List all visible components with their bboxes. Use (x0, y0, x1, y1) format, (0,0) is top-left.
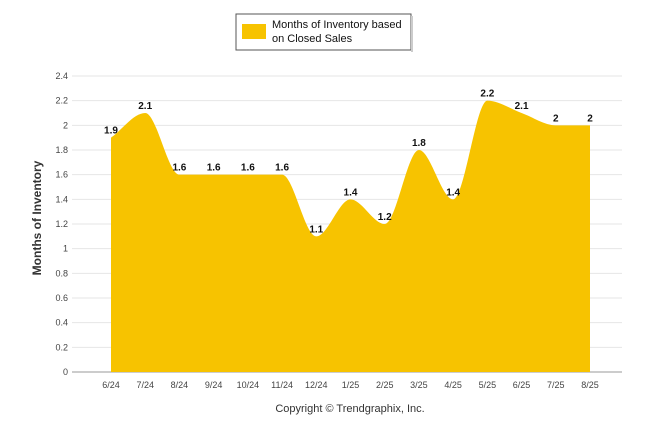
x-tick-label: 8/25 (581, 380, 599, 390)
y-tick-label: 0.2 (55, 342, 68, 352)
area-series (111, 100, 590, 372)
data-label: 1.1 (309, 224, 323, 235)
y-axis-label: Months of Inventory (30, 160, 44, 275)
data-label: 2 (587, 113, 593, 124)
y-tick-label: 2.4 (55, 71, 68, 81)
data-label: 1.4 (344, 187, 358, 198)
data-labels: 1.9 2.1 1.6 1.6 1.6 1.6 1.1 1.4 1.2 1.8 1.4 2.2 2.1 2… (104, 89, 593, 236)
y-tick-label: 0.6 (55, 293, 68, 303)
x-tick-label: 11/24 (271, 380, 293, 390)
x-tick-label: 6/24 (102, 380, 120, 390)
data-label: 1.6 (241, 163, 255, 174)
y-tick-label: 2 (63, 120, 68, 130)
data-label: 2 (553, 113, 559, 124)
y-axis-ticks: 0 0.2 0.4 0.6 0.8 1 1.2 1.4 1.6 1.8 2 2.2 2.4 (55, 71, 68, 377)
x-tick-label: 4/25 (444, 380, 462, 390)
data-label: 2.2 (480, 89, 494, 100)
x-tick-label: 7/24 (136, 380, 154, 390)
y-tick-label: 1.4 (55, 194, 68, 204)
x-tick-label: 8/24 (171, 380, 189, 390)
x-tick-label: 12/24 (305, 380, 328, 390)
data-label: 1.4 (446, 187, 460, 198)
data-label: 1.9 (104, 126, 118, 137)
x-tick-label: 6/25 (513, 380, 531, 390)
x-tick-label: 5/25 (479, 380, 497, 390)
y-tick-label: 0 (63, 367, 68, 377)
x-tick-label: 9/24 (205, 380, 223, 390)
y-tick-label: 1 (63, 244, 68, 254)
x-axis-ticks: 6/24 7/24 8/24 9/24 10/24 11/24 12/24 1/25 2/25 3… (102, 380, 599, 390)
y-tick-label: 0.8 (55, 268, 68, 278)
data-label: 1.8 (412, 138, 426, 149)
x-tick-label: 3/25 (410, 380, 428, 390)
legend-label-line2: on Closed Sales (272, 33, 353, 45)
legend-label-line1: Months of Inventory based (272, 19, 402, 31)
y-tick-label: 1.6 (55, 170, 68, 180)
legend: Months of Inventory based on Closed Sale… (235, 13, 413, 52)
x-tick-label: 1/25 (342, 380, 360, 390)
x-tick-label: 2/25 (376, 380, 394, 390)
data-label: 2.1 (138, 101, 152, 112)
y-tick-label: 0.4 (55, 318, 68, 328)
data-label: 1.2 (378, 212, 392, 223)
copyright-credit: Copyright © Trendgraphix, Inc. (275, 403, 424, 415)
y-tick-label: 1.2 (55, 219, 68, 229)
x-tick-label: 10/24 (237, 380, 260, 390)
area-fill (111, 100, 590, 372)
y-tick-label: 2.2 (55, 96, 68, 106)
legend-swatch (242, 24, 266, 39)
data-label: 1.6 (275, 163, 289, 174)
y-tick-label: 1.8 (55, 145, 68, 155)
x-tick-label: 7/25 (547, 380, 565, 390)
data-label: 1.6 (207, 163, 221, 174)
data-label: 2.1 (515, 101, 529, 112)
legend-border-shadow (411, 16, 413, 52)
data-label: 1.6 (172, 163, 186, 174)
